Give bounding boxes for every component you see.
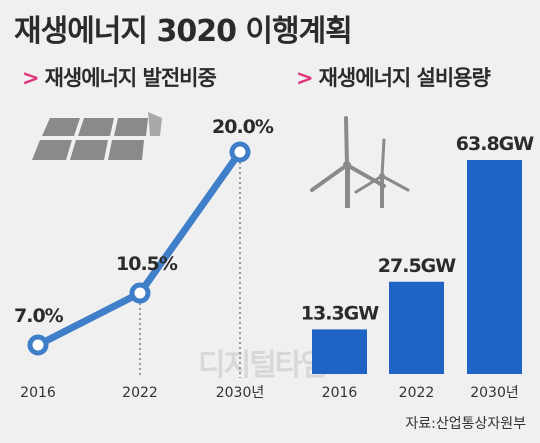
wind-turbine-icon — [310, 116, 410, 208]
series-line — [36, 149, 243, 349]
source-note: 자료:산업통상자원부 — [405, 416, 526, 432]
right-subtitle-text: 재생에너지 설비용량 — [318, 66, 491, 90]
x-tick-label: 2022 — [122, 385, 158, 401]
page-title: 재생에너지 3020 이행계획 — [14, 14, 353, 49]
x-tick-label: 2022 — [399, 385, 435, 401]
line-chart: 7.0% 10.5% 20.0% 2016 2022 2030년 — [14, 116, 275, 401]
bar — [312, 329, 367, 374]
x-tick-label: 2016 — [20, 385, 56, 401]
bar — [389, 281, 444, 374]
data-label: 13.3GW — [301, 302, 379, 324]
chevron-right-icon: > — [22, 66, 40, 90]
chevron-right-icon: > — [296, 66, 314, 90]
data-label: 20.0% — [212, 116, 274, 138]
x-tick-label: 2016 — [322, 385, 358, 401]
data-point — [129, 282, 151, 304]
data-label: 63.8GW — [456, 133, 534, 155]
data-label: 7.0% — [14, 305, 64, 327]
left-subtitle: > 재생에너지 발전비중 — [22, 62, 217, 92]
data-point — [229, 141, 251, 163]
data-label: 27.5GW — [378, 255, 456, 277]
left-subtitle-text: 재생에너지 발전비중 — [44, 66, 217, 90]
right-subtitle: > 재생에너지 설비용량 — [296, 62, 491, 92]
bar-chart: 13.3GW 2016 27.5GW 2022 63.8GW 2030년 — [301, 133, 535, 401]
data-point — [27, 334, 49, 356]
x-tick-label: 2030년 — [470, 385, 519, 401]
bar — [467, 160, 522, 374]
solar-panel-icon — [32, 112, 162, 160]
x-tick-label: 2030년 — [216, 385, 265, 401]
data-label: 10.5% — [116, 253, 178, 275]
